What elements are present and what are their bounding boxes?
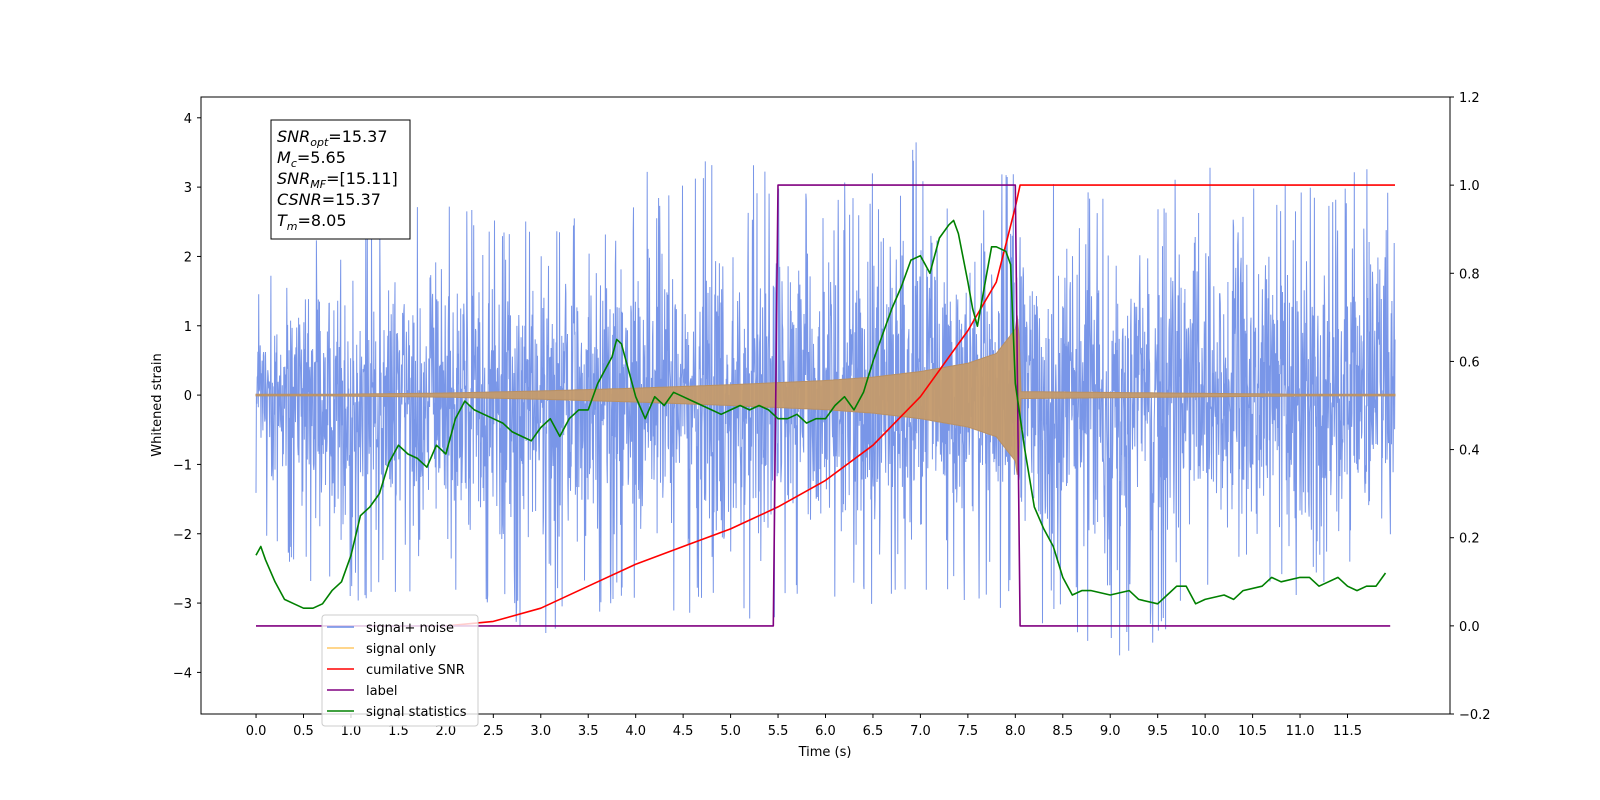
series-lines xyxy=(255,184,1395,627)
y-right-tick-label: 0.0 xyxy=(1459,620,1480,635)
x-axis-ticks: 0.0 0.5 1.0 1.5 2.0 2.5 3.0 3.5 4.0 4.5 5.0 5.5 6.0 6… xyxy=(246,714,1362,739)
y-right-tick-label: 1.2 xyxy=(1459,91,1480,106)
y-axis-left-label: Whitened strain xyxy=(150,353,165,456)
annotation-line: Mc=5.65 xyxy=(277,148,346,170)
legend-label: label xyxy=(366,684,397,699)
signal-only-series xyxy=(255,315,1396,475)
y-right-tick-label: 0.2 xyxy=(1459,532,1480,547)
annotation-line: SNRopt=15.37 xyxy=(277,127,388,149)
y-left-tick-label: 4 xyxy=(184,112,192,127)
x-tick-label: 2.5 xyxy=(483,724,504,739)
annotation-line: SNRMF=[15.11] xyxy=(277,169,398,191)
legend-label: signal statistics xyxy=(366,705,467,720)
y-right-tick-label: 0.8 xyxy=(1459,267,1480,282)
x-tick-label: 0.0 xyxy=(246,724,267,739)
series-signal-only xyxy=(255,315,1396,475)
y-left-tick-label: 0 xyxy=(184,389,192,404)
x-tick-label: 10.5 xyxy=(1238,724,1267,739)
x-tick-label: 5.5 xyxy=(768,724,789,739)
x-tick-label: 2.0 xyxy=(436,724,457,739)
plot-area xyxy=(255,142,1396,656)
x-tick-label: 11.5 xyxy=(1333,724,1362,739)
legend-item: signal only xyxy=(327,642,436,657)
y-left-tick-label: 1 xyxy=(184,320,192,335)
annotation-box: SNRopt=15.37Mc=5.65SNRMF=[15.11]CSNR=15.… xyxy=(270,119,411,240)
y-left-tick-label: −2 xyxy=(173,528,192,543)
y-left-tick-label: 2 xyxy=(184,250,192,265)
annotation-line: Tm=8.05 xyxy=(277,211,347,233)
legend-frame xyxy=(321,614,479,727)
x-tick-label: 9.0 xyxy=(1100,724,1121,739)
legend-item: signal+ noise xyxy=(327,621,454,636)
legend-item: label xyxy=(327,684,397,699)
y-right-tick-label: 1.0 xyxy=(1459,179,1480,194)
x-axis-label: Time (s) xyxy=(798,745,852,760)
x-tick-label: 3.0 xyxy=(530,724,551,739)
legend: signal+ noise signal only cumilative SNR la… xyxy=(321,614,479,727)
y-axis-left-ticks: 4 3 2 1 0 −1 −2 −3 −4 xyxy=(173,112,201,681)
legend-item: signal statistics xyxy=(327,705,467,720)
x-tick-label: 5.0 xyxy=(720,724,741,739)
x-tick-label: 7.0 xyxy=(910,724,931,739)
x-tick-label: 1.0 xyxy=(341,724,362,739)
x-tick-label: 4.5 xyxy=(673,724,694,739)
x-tick-label: 6.0 xyxy=(815,724,836,739)
y-left-tick-label: −1 xyxy=(173,458,192,473)
x-tick-label: 3.5 xyxy=(578,724,599,739)
legend-label: cumilative SNR xyxy=(366,663,465,678)
x-tick-label: 4.0 xyxy=(625,724,646,739)
signal-noise-series xyxy=(255,142,1396,656)
y-right-tick-label: −0.2 xyxy=(1459,708,1491,723)
x-tick-label: 11.0 xyxy=(1286,724,1315,739)
x-tick-label: 6.5 xyxy=(863,724,884,739)
y-axis-right-ticks: 1.2 1.0 0.8 0.6 0.4 0.2 0.0 −0.2 xyxy=(1450,91,1491,723)
series-cumilative-snr xyxy=(445,184,1395,627)
x-tick-label: 0.5 xyxy=(293,724,314,739)
y-right-tick-label: 0.4 xyxy=(1459,444,1480,459)
y-left-tick-label: 3 xyxy=(184,181,192,196)
series-signal-noise xyxy=(255,142,1396,656)
x-tick-label: 9.5 xyxy=(1147,724,1168,739)
x-tick-label: 8.0 xyxy=(1005,724,1026,739)
annotation-line: CSNR=15.37 xyxy=(277,190,381,209)
x-tick-label: 7.5 xyxy=(958,724,979,739)
x-tick-label: 1.5 xyxy=(388,724,409,739)
y-right-tick-label: 0.6 xyxy=(1459,355,1480,370)
x-tick-label: 10.0 xyxy=(1191,724,1220,739)
legend-label: signal only xyxy=(366,642,436,657)
x-tick-label: 8.5 xyxy=(1052,724,1073,739)
y-left-tick-label: −4 xyxy=(173,666,192,681)
y-left-tick-label: −3 xyxy=(173,597,192,612)
series-label xyxy=(256,184,1391,627)
series-signal-statistics xyxy=(255,219,1387,610)
legend-item: cumilative SNR xyxy=(327,663,465,678)
legend-label: signal+ noise xyxy=(366,621,454,636)
